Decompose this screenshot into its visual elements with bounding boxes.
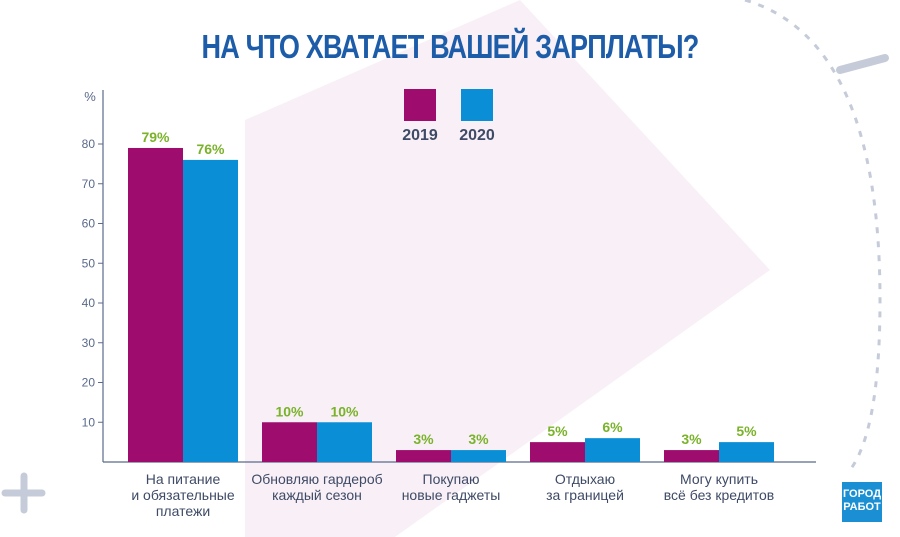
data-label: 76%: [196, 141, 225, 157]
logo: ГОРОД РАБОТ: [842, 482, 882, 522]
bar-2020: [719, 442, 774, 462]
y-tick-label: 10: [82, 415, 96, 429]
bar-2019: [262, 422, 317, 462]
category-label: новые гаджеты: [402, 487, 501, 503]
y-tick-label: 20: [82, 376, 96, 390]
data-label: 3%: [681, 431, 702, 447]
category-label: за границей: [546, 487, 624, 503]
data-label: 10%: [275, 403, 304, 419]
y-tick-label: 30: [82, 336, 96, 350]
data-label: 10%: [330, 403, 359, 419]
background-shape: [245, 0, 770, 537]
y-tick-label: 70: [82, 177, 96, 191]
data-label: 3%: [413, 431, 434, 447]
legend-swatch-2020: [461, 89, 493, 121]
category-label: Могу купить: [680, 471, 758, 487]
category-label: Обновляю гардероб: [251, 471, 382, 487]
category-label: всё без кредитов: [664, 487, 774, 503]
legend-swatch-2019: [404, 89, 436, 121]
data-label: 79%: [141, 129, 170, 145]
bar-2020: [585, 438, 640, 462]
legend-label: 2020: [459, 127, 495, 144]
y-tick-label: 50: [82, 256, 96, 270]
y-tick-label: 60: [82, 217, 96, 231]
legend-label: 2019: [402, 127, 438, 144]
category-label: Покупаю: [423, 471, 480, 487]
category-label: каждый сезон: [272, 487, 362, 503]
logo-line1: ГОРОД: [842, 488, 882, 500]
chart-title: НА ЧТО ХВАТАЕТ ВАШЕЙ ЗАРПЛАТЫ?: [201, 28, 699, 65]
data-label: 6%: [602, 419, 623, 435]
bar-2019: [530, 442, 585, 462]
bar-2020: [183, 159, 238, 462]
logo-line2: РАБОТ: [843, 501, 881, 513]
bar-2020: [451, 450, 506, 462]
plus-icon: [1, 472, 46, 514]
category-label: платежи: [156, 503, 210, 519]
y-tick-label: 80: [82, 137, 96, 151]
data-label: 3%: [468, 431, 489, 447]
y-tick-label: 40: [82, 296, 96, 310]
bar-2019: [128, 147, 183, 462]
category-label: На питание: [146, 471, 221, 487]
bar-2019: [664, 450, 719, 462]
decorative-dash: [836, 54, 889, 74]
decorative-dashed-arc: [744, 0, 882, 471]
bar-2019: [396, 450, 451, 462]
category-label: и обязательные: [131, 487, 235, 503]
bar-2020: [317, 422, 372, 462]
data-label: 5%: [736, 423, 757, 439]
data-label: 5%: [547, 423, 568, 439]
y-axis-label: %: [84, 89, 96, 104]
category-label: Отдыхаю: [555, 471, 615, 487]
